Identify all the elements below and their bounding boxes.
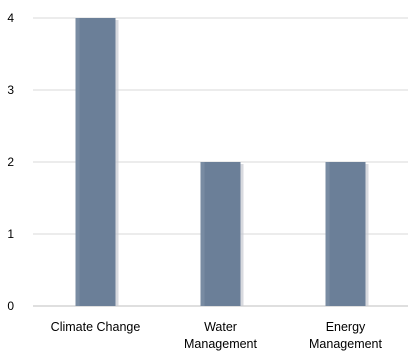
y-tick-label: 0 [7,299,14,313]
bar-highlight [200,162,205,306]
y-tick-label: 1 [7,227,14,241]
bar-highlight [325,162,330,306]
x-category-label-line: Water [204,320,237,334]
y-tick-label: 3 [7,83,14,97]
x-category-label-line: Management [309,337,382,351]
bar [75,18,116,306]
x-category-label: Water Management [184,320,257,351]
y-tick-label: 2 [7,155,14,169]
y-axis-tick-labels: 0 1 2 3 4 [7,11,14,313]
bar [325,162,366,306]
x-category-label: Energy Management [309,320,382,351]
x-axis-category-labels: Climate Change Water Management Energy Manag… [51,320,383,351]
bars [75,18,369,306]
x-category-label-line: Management [184,337,257,351]
x-category-label: Climate Change [51,320,141,334]
bar [200,162,241,306]
x-category-label-line: Climate Change [51,320,141,334]
x-category-label-line: Energy [326,320,366,334]
bar-highlight [75,18,80,306]
y-tick-label: 4 [7,11,14,25]
